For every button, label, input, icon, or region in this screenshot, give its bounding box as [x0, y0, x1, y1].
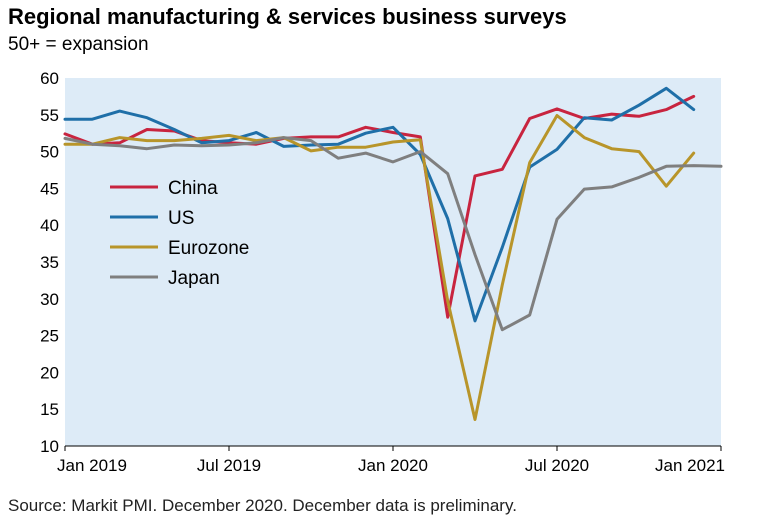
series-line-us — [63, 86, 696, 323]
y-tick-label: 60 — [40, 69, 59, 88]
x-tick-label: Jul 2019 — [197, 456, 261, 475]
chart-subtitle: 50+ = expansion — [8, 34, 149, 55]
legend-label-china: China — [168, 178, 218, 199]
y-tick-label: 55 — [40, 106, 59, 125]
legend-label-japan: Japan — [168, 268, 220, 289]
y-tick-label: 10 — [40, 437, 59, 456]
x-tick-label: Jan 2020 — [358, 456, 428, 475]
y-tick-label: 50 — [40, 143, 59, 162]
y-tick-label: 15 — [40, 400, 59, 419]
x-tick-label: Jan 2021 — [655, 456, 725, 475]
y-tick-label: 20 — [40, 363, 59, 382]
legend-label-eurozone: Eurozone — [168, 238, 249, 259]
series-line-eurozone — [63, 114, 696, 421]
legend-label-us: US — [168, 208, 194, 229]
y-tick-label: 40 — [40, 216, 59, 235]
source-note: Source: Markit PMI. December 2020. Decem… — [8, 496, 517, 515]
x-tick-label: Jan 2019 — [57, 456, 127, 475]
y-tick-label: 25 — [40, 327, 59, 346]
y-tick-label: 30 — [40, 290, 59, 309]
series-line-japan — [63, 136, 723, 332]
y-tick-label: 45 — [40, 179, 59, 198]
x-tick-label: Jul 2020 — [525, 456, 589, 475]
y-tick-label: 35 — [40, 253, 59, 272]
chart-title: Regional manufacturing & services busine… — [8, 4, 567, 29]
